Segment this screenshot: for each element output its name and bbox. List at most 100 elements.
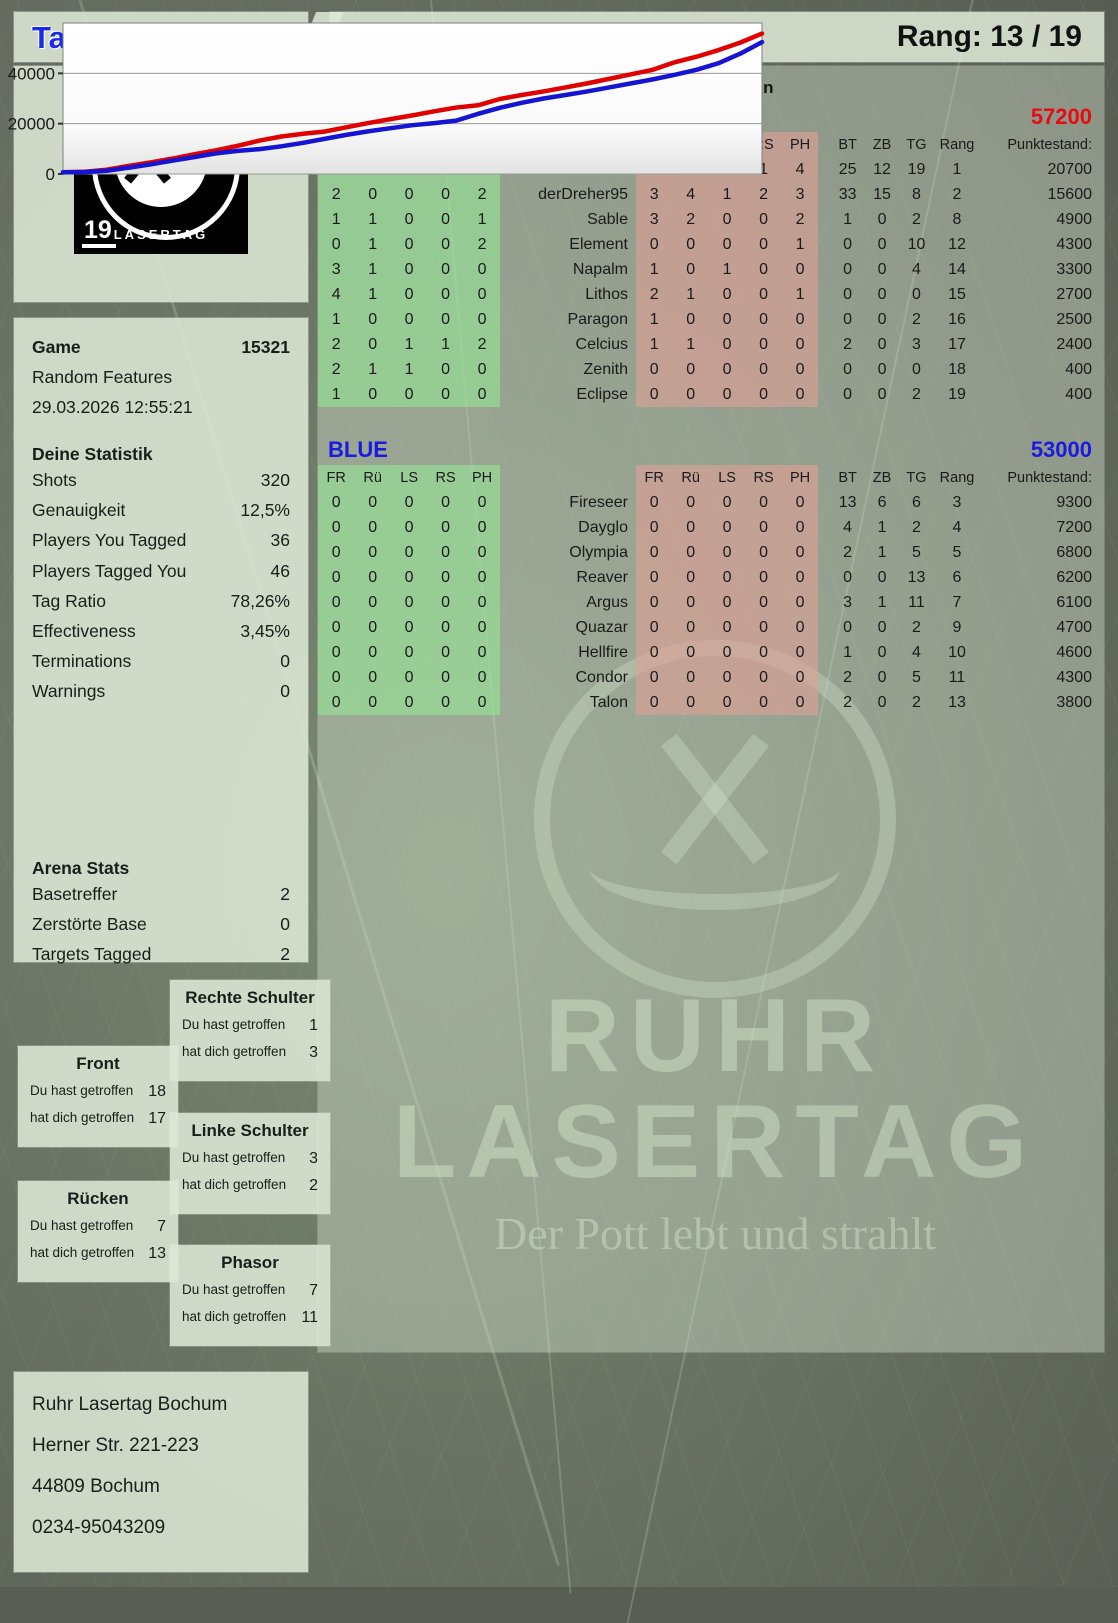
table-row[interactable]: 1 0 0 0 0 Eclipse 0 0 0 0 0 0 0 2 19 400 [318,382,1104,407]
score-progress-chart: 0 20000 40000 [0,0,774,200]
table-row[interactable]: 0 0 0 0 0 Reaver 0 0 0 0 0 0 0 13 6 6200 [318,565,1104,590]
cell-hit-you: 4 [672,182,709,207]
table-row[interactable]: 2 0 1 1 2 Celcius 1 1 0 0 0 2 0 3 17 2400 [318,332,1104,357]
hit-label: Du hast getroffen [182,1282,286,1297]
cell-hit-you: 0 [672,357,709,382]
table-row[interactable]: 0 0 0 0 0 Talon 0 0 0 0 0 2 0 2 13 3800 [318,690,1104,715]
cell-hit-you: 0 [745,665,782,690]
table-row[interactable]: 0 1 0 0 2 Element 0 0 0 0 1 0 0 10 12 4300 [318,232,1104,257]
cell-rang: 9 [952,618,962,636]
table-row[interactable]: 0 0 0 0 0 Argus 0 0 0 0 0 3 1 11 7 6100 [318,590,1104,615]
got-hit-label: hat dich getroffen [182,1309,287,1324]
cell-you-hit: 0 [390,640,428,665]
address-line-2: Herner Str. 221-223 [32,1435,199,1456]
cell-you-hit: 0 [354,640,391,665]
cell-you-hit: 0 [463,540,501,565]
chart-plot-area [62,22,763,175]
cell-points: 400 [1065,385,1092,403]
chart-ytick-label: 40000 [8,64,55,83]
table-row[interactable]: 0 0 0 0 0 Quazar 0 0 0 0 0 0 0 2 9 4700 [318,615,1104,640]
col-header-right-PH: PH [781,465,819,490]
bodypart-title: Linke Schulter [191,1121,309,1140]
cell-zb: 0 [877,668,887,686]
cell-zb: 0 [877,618,887,636]
cell-player-name: Element [569,235,628,253]
stat-label: Terminations [32,650,132,671]
cell-zb: 0 [877,385,887,403]
cell-hit-you: 1 [635,307,673,332]
stat-label: Warnings [32,680,106,701]
stat-row: Genauigkeit 12,5% [32,495,290,525]
cell-hit-you: 0 [745,307,782,332]
cell-player-name: derDreher95 [538,185,628,203]
table-row[interactable]: 0 0 0 0 0 Hellfire 0 0 0 0 0 1 0 4 10 4600 [318,640,1104,665]
stats-list: Shots 320 Genauigkeit 12,5% Players You Tagg… [32,465,290,706]
cell-bt: 1 [843,643,853,661]
table-row[interactable]: 0 0 0 0 0 Condor 0 0 0 0 0 2 0 5 11 4300 [318,665,1104,690]
cell-hit-you: 0 [672,232,709,257]
cell-hit-you: 0 [708,665,746,690]
cell-hit-you: 0 [745,207,782,232]
cell-bt: 4 [843,518,853,536]
table-row[interactable]: 1 0 0 0 0 Paragon 1 0 0 0 0 0 0 2 16 2500 [318,307,1104,332]
cell-points: 2400 [1056,335,1092,353]
cell-bt: 0 [843,568,853,586]
cell-hit-you: 3 [781,182,819,207]
cell-rang: 13 [948,693,966,711]
cell-gap [818,690,830,715]
cell-rang: 8 [952,210,962,228]
table-row[interactable]: 0 0 0 0 0 Fireseer 0 0 0 0 0 13 6 6 3 9300 [318,490,1104,515]
col-header-bt: BT [838,136,857,153]
chart-line-blue [60,39,765,175]
cell-hit-you: 0 [745,690,782,715]
cell-tg: 5 [912,543,921,561]
hit-label: Du hast getroffen [182,1017,286,1032]
cell-you-hit: 0 [318,615,355,640]
cell-hit-you: 0 [672,490,709,515]
cell-tg: 13 [907,568,926,586]
cell-tg: 2 [912,693,921,711]
table-row[interactable]: 1 1 0 0 1 Sable 3 2 0 0 2 1 0 2 8 4900 [318,207,1104,232]
cell-you-hit: 0 [354,490,391,515]
cell-gap [818,332,830,357]
cell-rang: 2 [952,185,962,203]
cell-gap [818,615,830,640]
table-row[interactable]: 0 0 0 0 0 Olympia 0 0 0 0 0 2 1 5 5 6800 [318,540,1104,565]
cell-points: 3800 [1056,693,1092,711]
col-header-pts: Punktestand: [1007,136,1092,153]
col-header-zb: ZB [872,136,892,153]
col-header-left-LS: LS [390,465,428,490]
cell-hit-you: 0 [781,565,819,590]
cell-hit-you: 0 [745,640,782,665]
cell-points: 6100 [1056,593,1092,611]
got-hit-value: 13 [148,1245,166,1262]
table-row[interactable]: 2 1 1 0 0 Zenith 0 0 0 0 0 0 0 0 18 400 [318,357,1104,382]
cell-points: 4700 [1056,618,1092,636]
cell-rang: 14 [948,260,966,278]
cell-you-hit: 4 [318,282,355,307]
cell-player-name: Paragon [567,310,628,328]
cell-tg: 3 [912,335,921,353]
stat-label: Players You Tagged [32,530,187,551]
table-row[interactable]: 4 1 0 0 0 Lithos 2 1 0 0 1 0 0 0 15 2700 [318,282,1104,307]
col-header-tg: TG [906,469,927,486]
table-row[interactable]: 0 0 0 0 0 Dayglo 0 0 0 0 0 4 1 2 4 7200 [318,515,1104,540]
cell-you-hit: 0 [354,182,391,207]
col-header-right-RS: RS [745,465,782,490]
cell-you-hit: 1 [354,357,391,382]
cell-player-name: Celcius [575,335,628,353]
col-header-rang: Rang [939,469,975,486]
cell-you-hit: 2 [463,182,501,207]
cell-rang: 18 [948,360,966,378]
cell-hit-you: 1 [672,282,709,307]
cell-you-hit: 0 [390,515,428,540]
cell-you-hit: 0 [354,590,391,615]
col-header-bt: BT [838,469,857,486]
table-row[interactable]: 2 0 0 0 2 derDreher95 3 4 1 2 3 33 15 8 2 15600 [318,182,1104,207]
cell-you-hit: 0 [318,640,355,665]
cell-hit-you: 0 [781,357,819,382]
bodypart-phasor: Phasor Du hast getroffen 7 hat dich getro… [170,1245,330,1346]
cell-hit-you: 0 [672,640,709,665]
cell-you-hit: 0 [427,615,464,640]
table-row[interactable]: 3 1 0 0 0 Napalm 1 0 1 0 0 0 0 4 14 3300 [318,257,1104,282]
